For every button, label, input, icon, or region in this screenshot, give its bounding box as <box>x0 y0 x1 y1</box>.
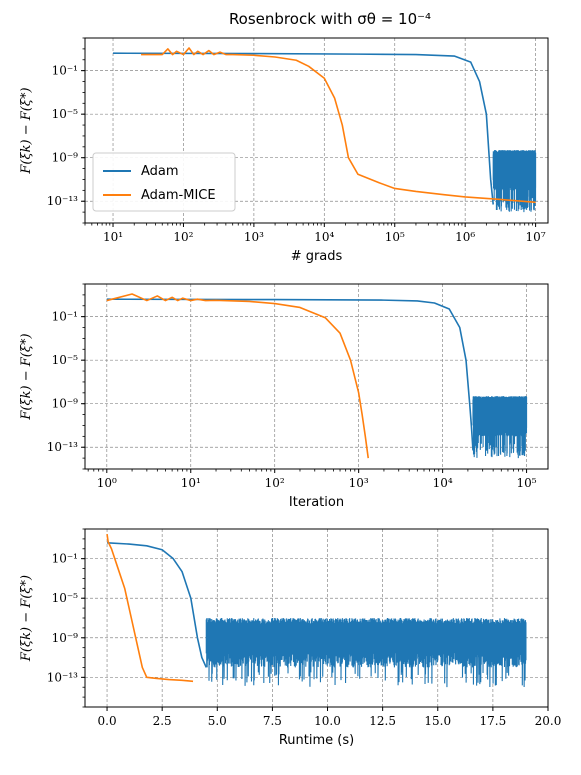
y-tick-label: 10⁻¹ <box>52 310 78 324</box>
series-line-adam-mice <box>106 293 370 459</box>
y-tick-label: 10⁻¹ <box>52 552 78 566</box>
x-tick-label: 10³ <box>244 230 264 244</box>
y-axis-label: F(ξk) − F(ξ*) <box>19 575 34 662</box>
plot-iteration: 10⁰ 10¹ 10² 10³ 10⁴ 10⁵ 10⁻¹ 10⁻⁵ 10⁻⁹ 10⁻¹³ Itera… <box>19 283 549 510</box>
series-line-adam <box>107 542 207 668</box>
y-tick-label: 10⁻⁵ <box>52 107 79 121</box>
figure-title: Rosenbrock with σθ = 10⁻⁴ <box>229 10 431 28</box>
series-line-adam-noise <box>472 396 528 459</box>
plot-grads: 10¹ 10² 10³ 10⁴ 10⁵ 10⁶ 10⁷ 10⁻¹ 10⁻⁵ 10⁻⁹ 10⁻¹³ # … <box>19 37 549 264</box>
series-line-adam-noise <box>205 617 527 688</box>
x-tick-label: 12.5 <box>369 714 396 728</box>
x-tick-label: 2.5 <box>153 714 172 728</box>
legend: Adam Adam-MICE <box>92 152 236 212</box>
y-tick-label: 10⁻¹³ <box>47 440 78 454</box>
x-tick-label: 10⁴ <box>314 230 334 244</box>
axes-frame <box>84 283 549 470</box>
series-line-adam <box>106 298 474 451</box>
x-axis-label: Runtime (s) <box>279 733 354 748</box>
axes-frame <box>84 37 549 224</box>
x-tick-label: 7.5 <box>263 714 282 728</box>
plot-area <box>113 47 537 213</box>
legend-label: Adam <box>141 164 179 179</box>
x-tick-label: 17.5 <box>480 714 507 728</box>
x-tick-label: 10⁰ <box>97 476 117 490</box>
x-tick-label: 10² <box>173 230 193 244</box>
x-tick-label: 15.0 <box>424 714 451 728</box>
y-axis-label: F(ξk) − F(ξ*) <box>19 87 34 174</box>
x-tick-label: 10¹ <box>181 476 201 490</box>
x-tick-label: 10⁶ <box>455 230 475 244</box>
x-tick-label: 10³ <box>349 476 369 490</box>
y-axis-label: F(ξk) − F(ξ*) <box>19 333 34 420</box>
x-tick-label: 10⁵ <box>517 476 537 490</box>
y-tick-label: 10⁻⁹ <box>52 631 79 645</box>
legend-box <box>92 152 236 212</box>
y-tick-label: 10⁻⁵ <box>52 591 79 605</box>
legend-label: Adam-MICE <box>141 188 216 203</box>
y-tick-label: 10⁻¹³ <box>47 194 78 208</box>
series-line-adam <box>113 52 494 205</box>
plot-area <box>106 293 528 459</box>
x-tick-label: 10¹ <box>103 230 123 244</box>
x-tick-label: 20.0 <box>535 714 562 728</box>
x-axis-label: # grads <box>291 249 343 264</box>
x-tick-label: 10⁴ <box>433 476 453 490</box>
x-tick-label: 0.0 <box>98 714 117 728</box>
y-tick-label: 10⁻⁹ <box>52 397 79 411</box>
series-line-adam-mice <box>141 47 536 204</box>
plot-runtime: 0.0 2.5 5.0 7.5 10.0 12.5 15.0 17.5 20.0 10⁻¹ 10⁻⁵… <box>19 528 562 748</box>
y-tick-label: 10⁻⁵ <box>52 353 79 367</box>
y-tick-label: 10⁻¹ <box>52 64 78 78</box>
x-axis-label: Iteration <box>289 495 344 510</box>
y-tick-label: 10⁻¹³ <box>47 670 78 684</box>
x-tick-label: 10.0 <box>314 714 341 728</box>
x-tick-label: 10⁷ <box>526 230 546 244</box>
plot-area <box>106 534 527 688</box>
x-tick-label: 10² <box>265 476 285 490</box>
series-line-adam-noise <box>492 150 537 213</box>
series-line-adam-mice <box>106 534 194 683</box>
x-tick-label: 10⁵ <box>385 230 405 244</box>
x-tick-label: 5.0 <box>208 714 227 728</box>
y-tick-label: 10⁻⁹ <box>52 151 79 165</box>
